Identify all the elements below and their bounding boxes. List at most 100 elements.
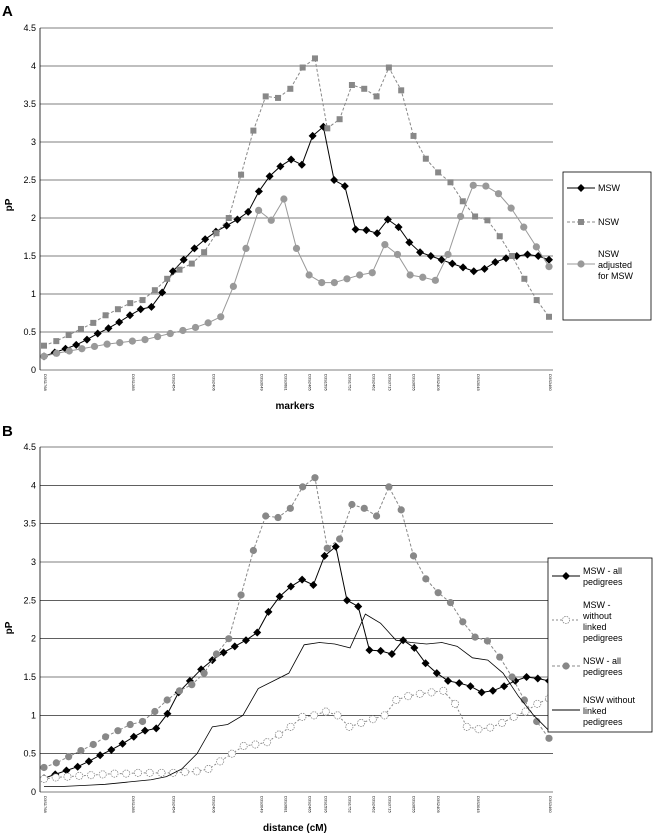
data-point <box>297 160 306 169</box>
data-point <box>393 250 402 259</box>
marker-tick-label: D3S2454 <box>171 374 176 391</box>
data-point <box>86 771 95 780</box>
y-tick-label: 4.5 <box>23 442 36 452</box>
data-point <box>179 255 188 264</box>
data-point <box>157 768 166 777</box>
data-point <box>380 711 389 720</box>
data-point <box>533 297 540 304</box>
data-point <box>360 504 368 512</box>
data-point <box>365 646 374 655</box>
data-point <box>77 325 84 332</box>
grid-b <box>39 446 553 793</box>
data-point <box>115 318 124 327</box>
data-point <box>263 738 272 747</box>
data-point <box>444 676 452 685</box>
data-point <box>321 707 330 716</box>
data-point <box>421 659 430 668</box>
data-point <box>138 717 147 726</box>
data-point <box>416 248 425 257</box>
data-point <box>419 273 427 281</box>
data-point <box>545 734 553 742</box>
data-point <box>368 715 377 724</box>
data-point <box>201 235 210 244</box>
series-3 <box>40 181 553 360</box>
data-point <box>136 305 145 314</box>
marker-tick-label: D3S3045 <box>476 374 481 391</box>
data-point <box>77 747 85 755</box>
data-point <box>65 332 72 339</box>
data-point <box>267 216 275 224</box>
marker-tick-label: D3S3049 <box>259 374 264 391</box>
data-point <box>152 724 161 733</box>
data-point <box>51 773 60 782</box>
marker-tick-label: D3S3655 <box>412 796 417 813</box>
y-tick-label: 2.5 <box>23 595 36 605</box>
y-tick-label: 0.5 <box>23 749 36 759</box>
data-point <box>40 352 48 360</box>
data-point <box>90 342 99 351</box>
marker-tick-label: D3S3715 <box>388 796 393 813</box>
data-point <box>426 252 435 260</box>
data-point <box>310 711 319 720</box>
y-tick-label: 2 <box>31 213 36 223</box>
data-point <box>225 635 233 643</box>
series-3 <box>40 474 553 772</box>
data-point <box>351 225 360 234</box>
panel-a: A pP 0 0.5 1 1.5 2 2.5 3 3.5 4 4.5 D3S1768 D3S1285… <box>2 3 652 412</box>
data-point <box>439 686 448 695</box>
data-point <box>323 544 331 552</box>
data-point <box>192 767 201 776</box>
data-point <box>63 772 72 781</box>
data-point <box>116 339 124 347</box>
data-point <box>62 766 71 775</box>
data-point <box>356 271 364 279</box>
data-point <box>357 719 366 728</box>
data-point <box>376 646 385 655</box>
data-point <box>477 688 486 697</box>
y-tick-label: 0.5 <box>23 327 36 337</box>
data-point <box>410 643 419 652</box>
marker-tick-label: D3S2406 <box>211 796 216 813</box>
data-point <box>385 64 392 71</box>
data-point <box>265 172 274 181</box>
data-point <box>486 723 495 732</box>
data-point <box>399 636 408 645</box>
data-point <box>381 241 389 249</box>
data-point <box>114 306 121 313</box>
data-point <box>318 279 326 287</box>
marker-tick-label: D3S3715 <box>388 374 393 391</box>
legend-swatch-marker <box>562 616 571 625</box>
data-point <box>523 250 532 259</box>
data-point <box>311 474 319 482</box>
marker-tick-label: D3S3049 <box>259 796 264 813</box>
data-point <box>166 329 174 338</box>
data-point <box>292 244 301 252</box>
data-point <box>474 725 483 734</box>
data-point <box>422 575 430 583</box>
marker-tick-label: D3S2454 <box>171 796 176 813</box>
legend-label: MSW -without linked pedigrees <box>582 600 623 643</box>
data-point <box>40 774 49 783</box>
data-point <box>308 131 317 140</box>
data-point <box>249 546 257 555</box>
data-point <box>128 337 136 345</box>
legend-label: NSW without linked pedigrees <box>583 695 636 727</box>
data-point <box>253 628 262 637</box>
y-ticks-a: 0 0.5 1 1.5 2 2.5 3 3.5 4 4.5 <box>23 23 36 375</box>
data-point <box>331 542 340 551</box>
x-axis-title-a: markers <box>276 401 315 412</box>
data-point <box>190 244 199 253</box>
data-point <box>398 87 405 94</box>
data-point <box>222 221 231 230</box>
data-point <box>362 226 371 235</box>
data-point <box>237 591 245 599</box>
data-point <box>286 722 295 731</box>
data-point <box>129 732 138 741</box>
data-point <box>522 673 531 681</box>
data-point <box>457 212 465 221</box>
y-tick-label: 4 <box>31 480 36 490</box>
legend-label: NSW - all pedigrees <box>583 656 623 677</box>
legend-label: MSW <box>598 183 621 193</box>
marker-tick-label: D3S2409 <box>436 374 441 391</box>
legend-swatch-marker <box>562 572 570 580</box>
